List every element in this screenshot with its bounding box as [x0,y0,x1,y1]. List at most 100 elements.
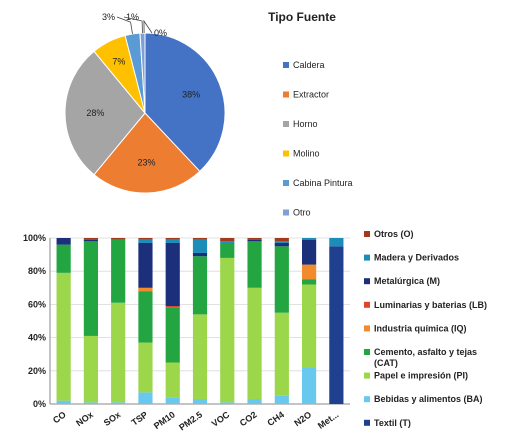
bar-legend-label-madera-y-derivados: Madera y Derivados [374,253,459,263]
bar-segment-tsp-cemento-asfalto-y-tejas-cat [138,291,153,343]
bar-legend-swatch-textil-t [364,419,370,426]
x-tick-label: CH4 [265,409,285,428]
pie-label-zero: 0% [154,28,167,38]
bar-segment-pm10-metal-rgica-m [165,242,180,307]
bar-segment-ch4-madera-y-derivados [274,241,289,243]
bar-segment-pm10-cemento-asfalto-y-tejas-cat [165,307,180,363]
pie-legend-label-extractor: Extractor [293,90,329,100]
bar-legend-swatch-madera-y-derivados [364,254,370,261]
bar-segment-co-metal-rgica-m [56,238,71,245]
y-tick-label: 80% [28,266,46,276]
bar-segment-tsp-madera-y-derivados [138,239,153,243]
bar-legend-swatch-cemento-asfalto-y-tejas-cat [364,349,370,355]
bar-segment-tsp-industria-qu-mica-iq [138,287,153,292]
bar-legend-label-line: Madera y Derivados [374,253,459,263]
pie-legend-label-otro: Otro [293,208,311,218]
pie-legend-swatch-otro [283,209,289,216]
bar-segment-pm10-papel-e-impresi-n-pi [165,362,180,398]
pie-label-caldera: 38% [182,90,200,100]
pie-slice-extractor [93,112,201,194]
bar-segment-pm2-5-cemento-asfalto-y-tejas-cat [192,256,208,315]
bar-segment-nox-cemento-asfalto-y-tejas-cat [83,241,98,336]
bar-segment-nox-papel-e-impresi-n-pi [83,335,98,403]
pie-legend-swatch-horno [283,121,289,127]
pie-legend-swatch-extractor [283,91,289,98]
bar-legend-swatch-papel-e-impresi-n-pi [364,372,370,379]
bar-segment-co2-papel-e-impresi-n-pi [247,287,262,400]
pie-legend-swatch-caldera [283,62,289,68]
bar-legend-label-luminarias-y-baterias-lb: Luminarias y baterias (LB) [374,300,487,310]
bar-segment-n2o-bebidas-y-alimentos-ba [302,367,317,404]
x-tick-label: PM2.5 [177,409,204,432]
bar-segment-nox-otros-o [83,238,98,240]
pie-label-horno: 28% [86,108,104,118]
x-tick-label: N2O [292,409,313,428]
bar-segment-met-madera-y-derivados [329,238,344,247]
bar-segment-tsp-otros-o [138,238,153,240]
x-tick-label: TSP [130,409,150,427]
pie-legend: Caldera Extractor Horno Molino Cabina Pintur… [283,60,353,218]
bar-segment-voc-cemento-asfalto-y-tejas-cat [220,242,235,258]
pie-label-cabina-pintura: 3% [102,12,115,22]
bar-segment-co2-bebidas-y-alimentos-ba [247,399,262,404]
bar-legend-label-textil-t: Textil (T) [374,418,411,428]
bar-legend-label-line: (CAT) [374,358,398,368]
bar-legend-label-line: Industria química (IQ) [374,323,467,333]
bar-segment-n2o-madera-y-derivados [302,238,317,240]
pie-slice-horno [64,50,146,176]
x-tick-label: CO [51,409,68,425]
x-tick-label: VOC [210,409,232,429]
stacked-bar-chart: 0% 20% 40% 60% 80% 100% CO NOx SOx TSP PM10 PM2.5 VO… [23,233,350,433]
bar-segment-n2o-papel-e-impresi-n-pi [302,284,317,368]
pie-label-extractor: 23% [138,158,156,168]
bar-segment-pm2-5-bebidas-y-alimentos-ba [192,399,208,404]
y-tick-label: 20% [28,366,46,376]
pie-label-otro: 1% [126,12,139,22]
bar-segment-ch4-cemento-asfalto-y-tejas-cat [274,246,289,313]
pie-label-molino: 7% [112,57,125,67]
bar-segment-tsp-metal-rgica-m [138,242,153,288]
pie-chart-title: Tipo Fuente [268,10,336,24]
bar-legend-label-bebidas-y-alimentos-ba: Bebidas y alimentos (BA) [374,394,483,404]
pie-legend-swatch-cabina-pintura [283,180,289,186]
x-tick-label: SOx [102,409,122,428]
bar-legend-swatch-otros-o [364,231,370,237]
bar-legend-label-line: Otros (O) [374,229,414,239]
x-tick-label: Met... [316,409,341,430]
bar-segment-voc-madera-y-derivados [220,241,235,243]
bar-segment-ch4-metal-rgica-m [274,242,289,247]
pie-slice-caldera [144,32,226,173]
bar-segment-tsp-papel-e-impresi-n-pi [138,342,153,393]
bar-legend-label-line: Metalúrgica (M) [374,276,440,286]
bar-segment-n2o-metal-rgica-m [302,239,317,265]
bar-segment-voc-otros-o [220,238,235,242]
bar-segment-co-papel-e-impresi-n-pi [56,272,71,401]
bar-segment-co2-otros-o [247,238,262,240]
bar-segment-pm2-5-papel-e-impresi-n-pi [192,314,208,400]
bar-segment-voc-papel-e-impresi-n-pi [220,257,235,403]
y-tick-label: 40% [28,333,46,343]
bar-segment-n2o-cemento-asfalto-y-tejas-cat [302,279,317,285]
pie-legend-label-caldera: Caldera [293,60,325,70]
pie-chart: 38% 23% 28% 7% 3% 1% 0% [64,12,226,194]
bar-legend-label-line: Papel e impresión (PI) [374,371,468,381]
bar-legend: Otros (O) Madera y Derivados Metalúrgica (… [364,229,487,428]
bar-legend-label-cemento-asfalto-y-tejas-cat: Cemento, asfalto y tejas (CAT) [374,347,477,368]
bar-segment-ch4-bebidas-y-alimentos-ba [274,395,289,404]
bar-legend-swatch-metal-rgica-m [364,278,370,285]
bar-segment-sox-bebidas-y-alimentos-ba [111,402,126,404]
bar-segment-voc-bebidas-y-alimentos-ba [220,402,235,404]
pie-legend-label-molino: Molino [293,149,320,159]
bar-legend-label-line: Cemento, asfalto y tejas [374,347,477,357]
x-tick-label: NOx [74,409,95,428]
bar-segment-nox-metal-rgica-m [83,239,98,242]
bar-segment-pm10-madera-y-derivados [165,239,180,243]
bar-segment-tsp-bebidas-y-alimentos-ba [138,392,153,404]
y-tick-label: 60% [28,299,46,309]
bar-segment-ch4-otros-o [274,238,289,242]
bar-legend-label-line: Bebidas y alimentos (BA) [374,394,483,404]
pie-slice-otro [139,32,146,114]
bar-segment-co2-metal-rgica-m [247,239,262,242]
bar-legend-label-line: Textil (T) [374,418,411,428]
